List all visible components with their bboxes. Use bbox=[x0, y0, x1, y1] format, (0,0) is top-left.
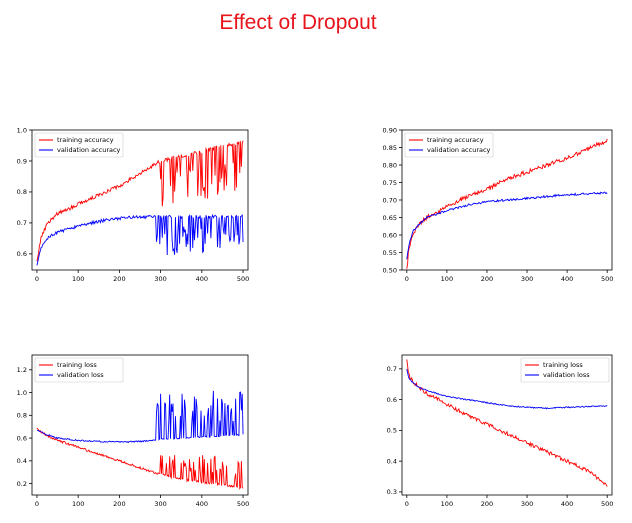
y-tick-label: 0.50 bbox=[383, 266, 397, 274]
x-tick-label: 500 bbox=[601, 500, 613, 508]
x-tick-label: 500 bbox=[237, 275, 249, 283]
series-line-validation-accuracy bbox=[406, 191, 608, 260]
plot-frame bbox=[401, 354, 613, 496]
y-tick-label: 1.2 bbox=[17, 366, 27, 374]
chart-training-accuracy-top-right: 0 100 200 300 400 500 0.50 0.55 0.60 0.65 0.70 0.75… bbox=[383, 126, 614, 283]
y-tick-label: 0.4 bbox=[17, 457, 27, 465]
legend-label: training loss bbox=[543, 361, 583, 369]
chart-training-loss-bottom-left: 0 100 200 300 400 500 0.2 0.4 0.6 0.8 1.0 1.2 traini… bbox=[17, 354, 249, 508]
x-tick-label: 400 bbox=[196, 275, 208, 283]
y-tick-label: 0.7 bbox=[17, 219, 27, 227]
y-tick-label: 1.0 bbox=[17, 126, 27, 134]
y-tick-label: 0.5 bbox=[387, 427, 397, 435]
legend-label: validation loss bbox=[543, 371, 590, 379]
page-title: Effect of Dropout bbox=[219, 11, 377, 34]
x-tick-label: 300 bbox=[154, 275, 166, 283]
x-tick-label: 100 bbox=[72, 500, 84, 508]
chart-training-accuracy-top-left: 0 100 200 300 400 500 0.6 0.7 0.8 0.9 1.0 training … bbox=[17, 126, 250, 283]
x-tick-label: 400 bbox=[561, 275, 573, 283]
legend-label: validation accuracy bbox=[427, 146, 491, 154]
series-line-training-loss bbox=[406, 359, 608, 487]
x-tick-label: 200 bbox=[481, 500, 493, 508]
series-line-validation-accuracy bbox=[36, 213, 244, 266]
x-tick-label: 0 bbox=[35, 500, 39, 508]
y-tick-label: 0.80 bbox=[383, 161, 397, 169]
y-tick-label: 0.4 bbox=[387, 457, 397, 465]
series-line-training-accuracy bbox=[36, 140, 244, 262]
legend: training accuracy validation accuracy bbox=[404, 132, 494, 158]
legend: training loss validation loss bbox=[520, 357, 610, 383]
y-tick-label: 0.75 bbox=[383, 179, 397, 187]
x-tick-label: 500 bbox=[237, 500, 249, 508]
y-tick-label: 0.6 bbox=[17, 434, 27, 442]
x-tick-label: 300 bbox=[521, 500, 533, 508]
legend-label: training accuracy bbox=[427, 136, 484, 144]
y-tick-label: 0.6 bbox=[387, 396, 397, 404]
y-tick-label: 0.7 bbox=[387, 365, 397, 373]
y-tick-label: 0.60 bbox=[383, 231, 397, 239]
legend-label: validation loss bbox=[57, 371, 104, 379]
y-tick-label: 1.0 bbox=[17, 389, 27, 397]
x-tick-label: 300 bbox=[521, 275, 533, 283]
plot-frame bbox=[31, 354, 249, 496]
x-tick-label: 100 bbox=[72, 275, 84, 283]
x-tick-label: 100 bbox=[441, 500, 453, 508]
x-tick-label: 200 bbox=[481, 275, 493, 283]
chart-training-loss-bottom-right: 0 100 200 300 400 500 0.3 0.4 0.5 0.6 0.7 training … bbox=[387, 354, 613, 508]
series-line-training-accuracy bbox=[406, 138, 608, 269]
x-tick-label: 0 bbox=[405, 500, 409, 508]
series-line-validation-loss bbox=[406, 368, 608, 410]
x-tick-label: 200 bbox=[113, 500, 125, 508]
legend: training loss validation loss bbox=[34, 357, 124, 383]
x-tick-label: 300 bbox=[154, 500, 166, 508]
x-tick-label: 100 bbox=[441, 275, 453, 283]
y-tick-label: 0.8 bbox=[17, 412, 27, 420]
y-tick-label: 0.65 bbox=[383, 214, 397, 222]
x-tick-label: 400 bbox=[561, 500, 573, 508]
x-tick-label: 0 bbox=[35, 275, 39, 283]
x-tick-label: 200 bbox=[113, 275, 125, 283]
x-tick-label: 500 bbox=[601, 275, 613, 283]
y-tick-label: 0.8 bbox=[17, 188, 27, 196]
y-tick-label: 0.90 bbox=[383, 126, 397, 134]
x-tick-label: 0 bbox=[405, 275, 409, 283]
series-line-validation-loss bbox=[36, 390, 244, 444]
legend-label: training accuracy bbox=[57, 136, 114, 144]
y-tick-label: 0.70 bbox=[383, 196, 397, 204]
y-tick-label: 0.3 bbox=[387, 488, 397, 496]
y-tick-label: 0.9 bbox=[17, 157, 27, 165]
plot-frame bbox=[31, 129, 249, 271]
legend-label: training loss bbox=[57, 361, 97, 369]
y-tick-label: 0.55 bbox=[383, 249, 397, 257]
y-tick-label: 0.2 bbox=[17, 480, 27, 488]
x-tick-label: 400 bbox=[196, 500, 208, 508]
series-line-training-loss bbox=[36, 427, 244, 490]
legend: training accuracy validation accuracy bbox=[34, 132, 124, 158]
legend-label: validation accuracy bbox=[57, 146, 121, 154]
y-tick-label: 0.85 bbox=[383, 144, 397, 152]
y-tick-label: 0.6 bbox=[17, 250, 27, 258]
